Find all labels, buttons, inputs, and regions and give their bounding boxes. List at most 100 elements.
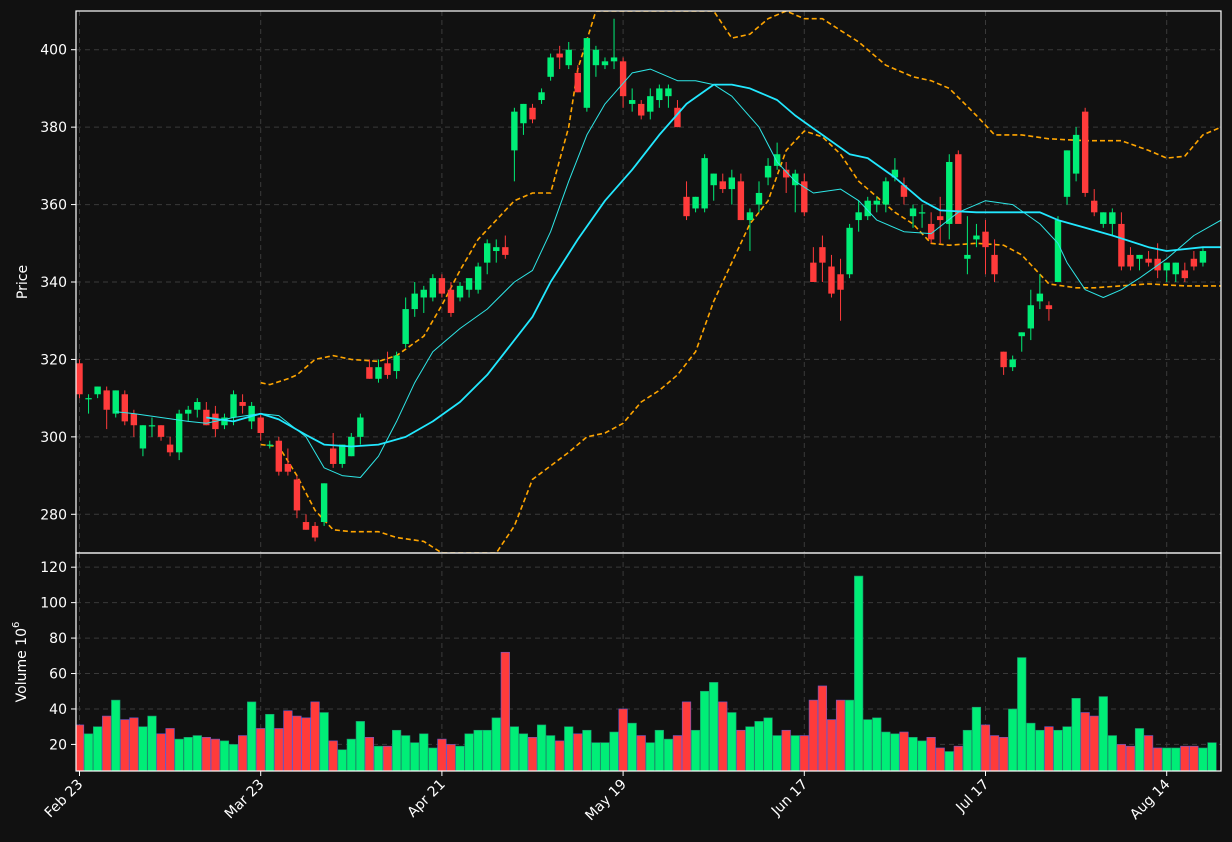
candle (1190, 251, 1198, 271)
candle-body (1018, 332, 1025, 337)
volume-bar (745, 726, 755, 771)
candle-body (792, 173, 799, 186)
candle (982, 220, 989, 275)
volume-bar (419, 733, 429, 771)
candle-body (366, 367, 373, 379)
candle-body (1181, 270, 1189, 279)
candle-body (556, 53, 563, 58)
candle-body (1000, 351, 1007, 368)
candle-body (402, 309, 409, 344)
candle-body (465, 278, 473, 290)
candle (701, 154, 708, 213)
volume-bar (1107, 735, 1117, 771)
candle (402, 297, 409, 348)
candle-body (583, 38, 591, 108)
candle (719, 173, 726, 193)
volume-bar (690, 729, 701, 771)
candle (520, 103, 527, 135)
candle-body (565, 49, 572, 66)
price-panel: 280 300 320 340 360 380 400 Price (15, 10, 1222, 554)
candle-body (755, 192, 763, 205)
volume-bar (473, 729, 483, 771)
candle (782, 161, 790, 193)
volume-bar (618, 708, 628, 771)
candle-body (284, 463, 292, 472)
volume-bar (962, 729, 972, 771)
candle-body (991, 254, 998, 275)
volume-bar (1080, 712, 1090, 771)
candle (610, 18, 618, 70)
candle (1127, 247, 1134, 271)
candle-body (239, 402, 246, 406)
volume-bar (636, 735, 646, 771)
volume-bar (482, 729, 492, 771)
candle (1027, 289, 1034, 341)
candle (139, 425, 147, 457)
volume-bar (183, 737, 193, 771)
volume-axis-exponent: 6 (11, 622, 22, 628)
candle (1072, 127, 1080, 182)
volume-bar (201, 737, 211, 771)
volume-bar (1125, 745, 1136, 771)
bollinger-lower-layer (260, 130, 1221, 553)
candle-body (1036, 293, 1044, 302)
candle-body (1190, 258, 1198, 267)
candle-body (538, 92, 545, 101)
candle (819, 235, 826, 282)
candle-body (94, 386, 101, 395)
volume-bar (382, 745, 393, 771)
volume-bar (265, 713, 275, 771)
volume-bar (1053, 729, 1063, 771)
candle (583, 38, 591, 112)
candle (900, 177, 908, 205)
candle-body (221, 417, 228, 426)
candle-body (647, 96, 654, 112)
volume-bar (917, 740, 927, 771)
candle (1036, 274, 1044, 310)
volume-tick-label: 40 (49, 702, 67, 718)
candle (366, 359, 373, 379)
volume-bar (582, 729, 592, 771)
candle-body (973, 235, 980, 240)
candle-body (1118, 223, 1125, 267)
volume-bar (908, 737, 918, 771)
volume-bar (600, 742, 610, 771)
candle (511, 107, 518, 182)
volume-bar (1171, 747, 1181, 771)
candle (764, 158, 772, 186)
candle (873, 196, 880, 213)
volume-bar (210, 738, 221, 771)
volume-axis-label: Volume 10 (14, 628, 30, 702)
candle-body (511, 111, 518, 151)
candle (302, 514, 310, 530)
volume-bar (709, 682, 719, 771)
candle-body (302, 522, 310, 530)
volume-bar (83, 733, 94, 771)
candle (1199, 247, 1207, 267)
volume-bar (464, 733, 474, 771)
candle-body (628, 100, 636, 104)
volume-bar (446, 744, 456, 771)
volume-bar (518, 733, 529, 771)
candle (792, 169, 799, 213)
candle (275, 436, 283, 476)
volume-bar (781, 729, 791, 771)
candle (918, 204, 926, 228)
volume-bars (76, 575, 1217, 771)
volume-panel-frame (75, 552, 1222, 772)
volume-bar (310, 701, 320, 771)
candle (456, 282, 464, 302)
candle (927, 212, 935, 244)
volume-bar (156, 733, 166, 771)
volume-bar (1134, 728, 1145, 771)
candle (311, 522, 319, 542)
candle (810, 247, 817, 282)
volume-bar (971, 706, 982, 771)
candle-body (909, 208, 917, 217)
volume-bar (455, 745, 465, 771)
candle-body (166, 444, 174, 453)
volume-bar (989, 735, 1000, 771)
volume-bar (999, 737, 1009, 771)
volume-bar (319, 712, 329, 771)
